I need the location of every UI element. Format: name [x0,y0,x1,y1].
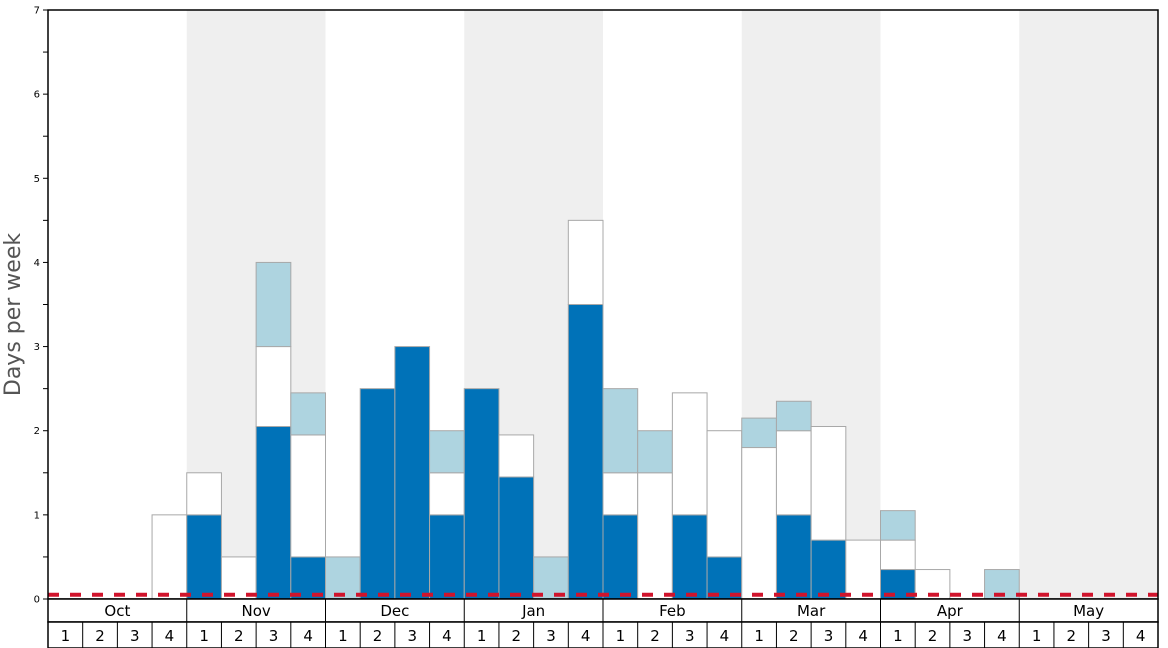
week-label: 3 [824,627,834,645]
week-label: 1 [893,627,903,645]
bar-segment-s1-w18 [671,392,708,516]
week-label: 2 [928,627,938,645]
week-label: 4 [858,627,868,645]
week-label: 4 [442,627,452,645]
month-label-may: May [1073,602,1104,620]
week-label: 1 [338,627,348,645]
week-label: 1 [1032,627,1042,645]
bar-segment-s2-w14 [533,556,569,600]
week-label: 3 [1101,627,1111,645]
week-label: 4 [1136,627,1146,645]
week-label: 4 [581,627,591,645]
month-label-dec: Dec [380,602,409,620]
bar-segment-s1-w3 [151,514,188,600]
week-label: 3 [269,627,279,645]
bar-segment-s0-w10 [394,346,431,600]
bar-segment-s0-w13 [498,476,535,600]
week-label: 2 [373,627,383,645]
bar-segment-s1-w17 [637,472,673,600]
bar-segment-s0-w16 [602,514,639,600]
bar-segment-s0-w18 [671,514,708,600]
week-label: 3 [407,627,417,645]
week-label: 2 [650,627,660,645]
bar-segment-s1-w11 [429,472,465,516]
week-label: 1 [616,627,626,645]
week-label: 1 [477,627,487,645]
week-label: 2 [1067,627,1077,645]
month-label-apr: Apr [937,602,964,620]
y-tick-label: 2 [34,426,40,437]
bar-segment-s1-w13 [498,434,535,478]
bar-segment-s0-w22 [810,539,847,600]
week-label: 1 [199,627,209,645]
bar-segment-s2-w16 [602,388,639,474]
week-label: 4 [303,627,313,645]
y-tick-label: 0 [34,595,40,606]
month-label-oct: Oct [104,602,130,620]
bar-segment-s1-w7 [290,434,326,558]
month-label-nov: Nov [241,602,270,620]
bar-segment-s0-w19 [706,556,743,600]
week-label: 3 [546,627,556,645]
bar-segment-s0-w4 [186,514,222,600]
y-tick-label: 5 [34,174,40,185]
bar-segment-s1-w20 [741,447,777,600]
y-tick-label: 6 [34,90,40,101]
bar-segment-s2-w24 [880,510,916,541]
bar-segment-s2-w6 [255,261,292,348]
bar-segment-s0-w6 [255,426,292,600]
week-label: 4 [720,627,730,645]
bar-segment-s1-w16 [602,472,639,516]
week-label: 2 [789,627,799,645]
month-label-mar: Mar [797,602,826,620]
bar-segment-s0-w11 [429,514,465,600]
week-label: 1 [61,627,71,645]
bar-segment-s0-w9 [359,388,396,600]
week-label: 2 [95,627,105,645]
bar-segment-s2-w21 [775,400,812,432]
bar-segment-s1-w19 [706,430,743,558]
month-band-may [1019,10,1158,599]
bar-segment-s2-w7 [290,392,326,436]
bar-segment-s0-w7 [290,556,326,600]
bar-segment-s1-w4 [186,472,222,516]
bar-segment-s1-w5 [220,556,257,600]
week-label: 4 [165,627,175,645]
week-label: 3 [685,627,695,645]
week-label: 2 [234,627,244,645]
y-axis-title: Days per week [1,233,26,396]
bar-segment-s0-w21 [775,514,812,600]
y-tick-label: 3 [34,342,40,353]
y-tick-label: 1 [34,510,40,521]
bar-segment-s1-w22 [810,426,847,541]
y-tick-label: 4 [34,258,40,269]
week-label: 3 [962,627,972,645]
bar-segment-s2-w20 [741,417,777,449]
bar-segment-s2-w17 [637,430,673,474]
bar-segment-s1-w15 [567,219,604,306]
bar-segment-s1-w23 [845,539,881,600]
month-label-feb: Feb [659,602,686,620]
week-label: 1 [754,627,764,645]
bar-segment-s2-w8 [325,556,361,600]
bar-segment-s0-w15 [567,304,604,600]
bar-segment-s1-w24 [880,539,916,571]
bar-segment-s2-w11 [429,430,465,474]
month-label-jan: Jan [521,602,545,620]
week-label: 4 [997,627,1007,645]
bar-segment-s1-w21 [775,430,812,516]
bar-segment-s0-w12 [463,388,500,600]
y-tick-label: 7 [34,6,40,17]
bar-segment-s1-w6 [255,346,292,428]
week-label: 2 [512,627,522,645]
week-label: 3 [130,627,140,645]
